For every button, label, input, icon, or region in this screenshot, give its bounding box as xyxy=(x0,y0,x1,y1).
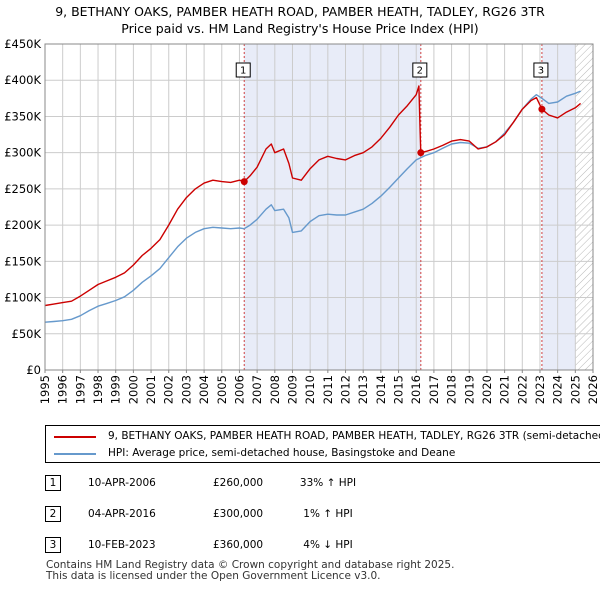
x-tick-label: 2018 xyxy=(445,375,459,404)
y-tick-label: £300K xyxy=(4,146,41,160)
x-tick-label: 1996 xyxy=(56,375,70,404)
title-line-2: Price paid vs. HM Land Registry's House … xyxy=(121,21,479,36)
sale-date: 04-APR-2016 xyxy=(88,508,156,520)
x-tick-label: 2005 xyxy=(215,375,229,404)
x-tick-label: 2006 xyxy=(232,375,246,404)
future-hatch xyxy=(575,44,593,370)
sale-price: £360,000 xyxy=(213,539,264,551)
title-line-1: 9, BETHANY OAKS, PAMBER HEATH ROAD, PAMB… xyxy=(55,4,545,19)
x-tick-label: 1997 xyxy=(73,375,87,404)
y-tick-label: £150K xyxy=(4,254,41,268)
sale-label-1: 1 xyxy=(240,66,246,77)
x-tick-label: 2013 xyxy=(356,375,370,404)
x-tick-label: 2008 xyxy=(268,375,282,404)
x-tick-label: 2025 xyxy=(568,375,582,404)
x-tick-label: 2022 xyxy=(515,375,529,404)
sale-date: 10-FEB-2023 xyxy=(88,539,156,551)
y-tick-label: £50K xyxy=(12,327,42,341)
sale-price: £260,000 xyxy=(213,477,264,489)
x-tick-label: 2009 xyxy=(285,375,299,404)
sale-label-2: 2 xyxy=(417,66,423,77)
sale-label-box-1 xyxy=(235,62,251,78)
legend-label-hpi: HPI: Average price, semi-detached house,… xyxy=(108,447,456,459)
chart-title: 9, BETHANY OAKS, PAMBER HEATH ROAD, PAMB… xyxy=(0,3,600,37)
sale-number: 1 xyxy=(45,475,61,491)
x-tick-label: 2024 xyxy=(551,375,565,404)
x-tick-label: 2001 xyxy=(144,375,158,404)
sale-label-3: 3 xyxy=(538,66,544,77)
y-tick-label: £250K xyxy=(4,182,41,196)
x-tick-label: 2014 xyxy=(374,375,388,404)
footer: Contains HM Land Registry data © Crown c… xyxy=(46,560,454,582)
shaded-range-2 xyxy=(541,44,576,370)
x-tick-label: 2023 xyxy=(533,375,547,404)
y-tick-label: £400K xyxy=(4,73,41,87)
legend-label-price: 9, BETHANY OAKS, PAMBER HEATH ROAD, PAMB… xyxy=(108,430,600,442)
x-tick-label: 2012 xyxy=(339,375,353,404)
sale-row-3: 3 10-FEB-2023 £360,000 4% ↓ HPI xyxy=(0,537,600,555)
x-tick-label: 2026 xyxy=(586,375,600,404)
x-tick-label: 2019 xyxy=(462,375,476,404)
y-tick-label: £200K xyxy=(4,218,41,232)
sale-price: £300,000 xyxy=(213,508,264,520)
sale-number: 3 xyxy=(45,537,61,553)
x-tick-label: 2016 xyxy=(409,375,423,404)
sale-point-2 xyxy=(417,149,425,157)
sale-row-2: 2 04-APR-2016 £300,000 1% ↑ HPI xyxy=(0,506,600,524)
x-tick-label: 1999 xyxy=(109,375,123,404)
x-tick-label: 2010 xyxy=(303,375,317,404)
sale-hpi-diff: 4% ↓ HPI xyxy=(303,539,353,551)
sale-label-box-2 xyxy=(412,62,428,78)
sale-hpi-diff: 1% ↑ HPI xyxy=(303,508,353,520)
x-tick-label: 2017 xyxy=(427,375,441,404)
x-tick-label: 2020 xyxy=(480,375,494,404)
x-tick-label: 1998 xyxy=(91,375,105,404)
x-tick-label: 2007 xyxy=(250,375,264,404)
x-tick-label: 2002 xyxy=(162,375,176,404)
y-tick-label: £100K xyxy=(4,291,41,305)
x-tick-label: 2021 xyxy=(498,375,512,404)
sale-point-1 xyxy=(240,178,248,186)
price-chart: 1 2 3 £0 £50K £100K £150K £200K £250K £300K £350K… xyxy=(4,37,600,404)
sale-number: 2 xyxy=(45,506,61,522)
y-tick-label: £450K xyxy=(4,37,41,51)
x-tick-label: 1995 xyxy=(38,375,52,404)
legend: 9, BETHANY OAKS, PAMBER HEATH ROAD, PAMB… xyxy=(45,425,600,463)
shaded-range-1 xyxy=(244,44,421,370)
legend-swatch-price xyxy=(54,436,96,438)
sale-date: 10-APR-2006 xyxy=(88,477,156,489)
sale-hpi-diff: 33% ↑ HPI xyxy=(299,477,357,489)
y-tick-label: £0 xyxy=(26,363,41,377)
x-tick-label: 2000 xyxy=(126,375,140,404)
x-tick-label: 2004 xyxy=(197,375,211,404)
sale-point-3 xyxy=(538,105,546,113)
legend-swatch-hpi xyxy=(54,453,96,455)
price-line xyxy=(44,85,582,307)
plot-frame xyxy=(44,43,594,371)
footer-line-2: This data is licensed under the Open Gov… xyxy=(46,570,381,582)
footer-line-1: Contains HM Land Registry data © Crown c… xyxy=(46,559,455,571)
y-tick-label: £350K xyxy=(4,109,41,123)
x-tick-label: 2015 xyxy=(392,375,406,404)
x-tick-label: 2003 xyxy=(179,375,193,404)
sale-row-1: 1 10-APR-2006 £260,000 33% ↑ HPI xyxy=(0,475,600,493)
x-tick-label: 2011 xyxy=(321,375,335,404)
sale-label-box-3 xyxy=(533,62,549,78)
